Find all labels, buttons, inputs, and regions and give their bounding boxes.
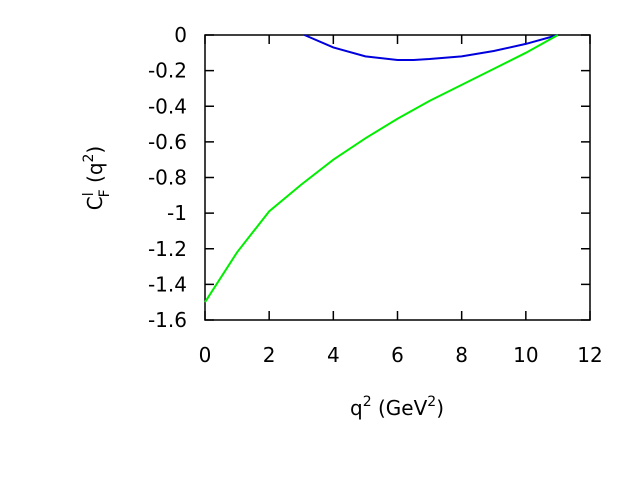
- y-tick-label: -1.2: [148, 237, 187, 261]
- x-tick-label: 6: [391, 343, 404, 367]
- y-tick-label: -1.4: [148, 272, 187, 296]
- y-tick-label: -0.6: [148, 130, 187, 154]
- data-line: [204, 34, 559, 303]
- y-tick-label: 0: [174, 23, 187, 47]
- y-tick-label: -0.8: [148, 166, 187, 190]
- x-tick-label: 4: [327, 343, 340, 367]
- x-tick-label: 10: [513, 343, 538, 367]
- data-line: [304, 34, 559, 61]
- y-tick-label: -1: [167, 201, 187, 225]
- y-tick-label: -0.2: [148, 59, 187, 83]
- x-tick-label: 0: [199, 343, 212, 367]
- y-axis-label: ClF (q2): [81, 146, 113, 211]
- x-tick-label: 2: [263, 343, 276, 367]
- x-axis-label: q2 (GeV2): [350, 394, 444, 420]
- x-tick-label: 8: [455, 343, 468, 367]
- y-tick-label: -1.6: [148, 308, 187, 332]
- x-tick-label: 12: [577, 343, 602, 367]
- plot-border: [204, 34, 591, 321]
- y-tick-label: -0.4: [148, 94, 187, 118]
